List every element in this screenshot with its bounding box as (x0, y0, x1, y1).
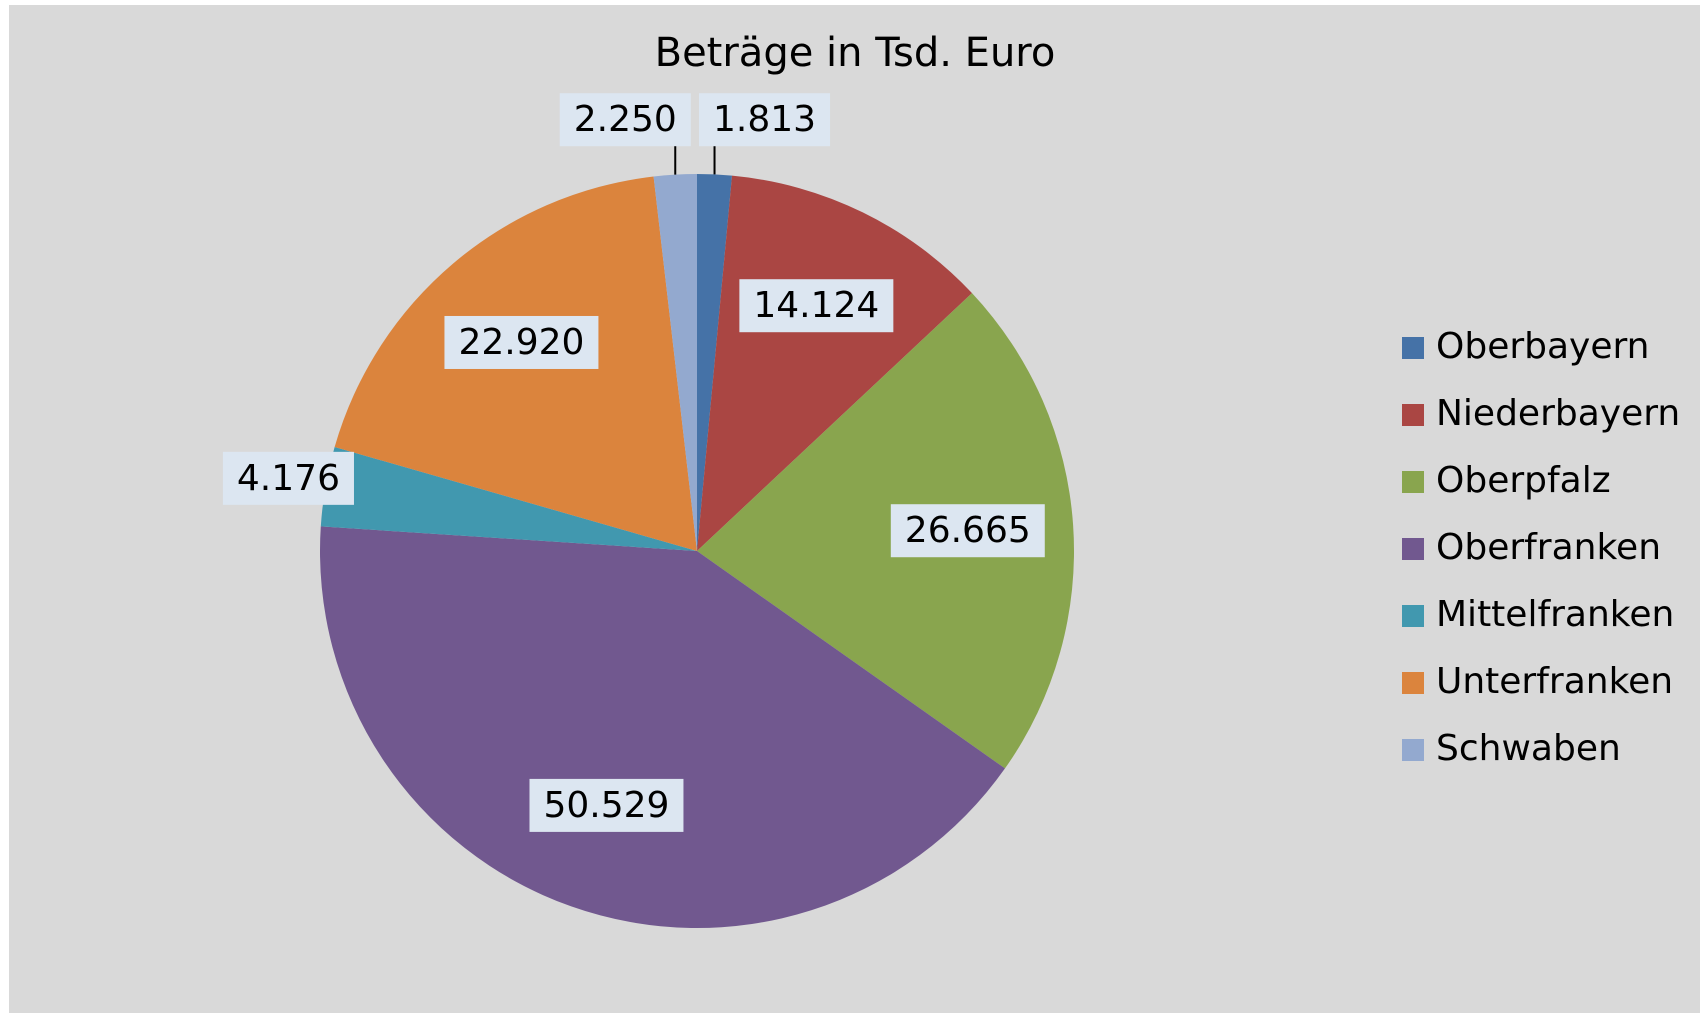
pie-slice (697, 175, 973, 551)
legend-label: Unterfranken (1436, 661, 1673, 702)
data-label-box (559, 93, 691, 147)
legend-swatch (1402, 337, 1424, 359)
legend-swatch (1402, 605, 1424, 627)
pie-slice (320, 446, 697, 551)
legend-label: Oberbayern (1436, 326, 1650, 367)
legend-swatch (1402, 404, 1424, 426)
legend-label: Oberpfalz (1436, 460, 1611, 501)
data-label-box (739, 279, 894, 333)
data-label: 2.250 (574, 99, 677, 140)
data-label-box (222, 451, 354, 505)
legend-label: Schwaben (1436, 728, 1621, 769)
data-label: 22.920 (458, 322, 584, 363)
data-label-box (890, 504, 1045, 558)
data-label: 4.176 (237, 458, 340, 499)
legend-label: Mittelfranken (1436, 594, 1674, 635)
data-label-box (529, 778, 684, 832)
data-label: 14.124 (753, 285, 879, 326)
data-label-box (444, 315, 599, 369)
pie-slice (653, 174, 697, 551)
data-label: 50.529 (543, 785, 669, 826)
data-label: 1.813 (713, 99, 816, 140)
legend-swatch (1402, 739, 1424, 761)
legend-swatch (1402, 538, 1424, 560)
legend-swatch (1402, 672, 1424, 694)
legend-swatch (1402, 471, 1424, 493)
data-label: 26.665 (905, 510, 1031, 551)
legend-label: Oberfranken (1436, 527, 1661, 568)
pie-slice (697, 293, 1074, 769)
chart-title: Beträge in Tsd. Euro (655, 30, 1056, 76)
data-label-box (698, 93, 831, 147)
pie-slice (319, 526, 1005, 928)
legend-label: Niederbayern (1436, 393, 1680, 434)
pie-slice (697, 174, 733, 551)
